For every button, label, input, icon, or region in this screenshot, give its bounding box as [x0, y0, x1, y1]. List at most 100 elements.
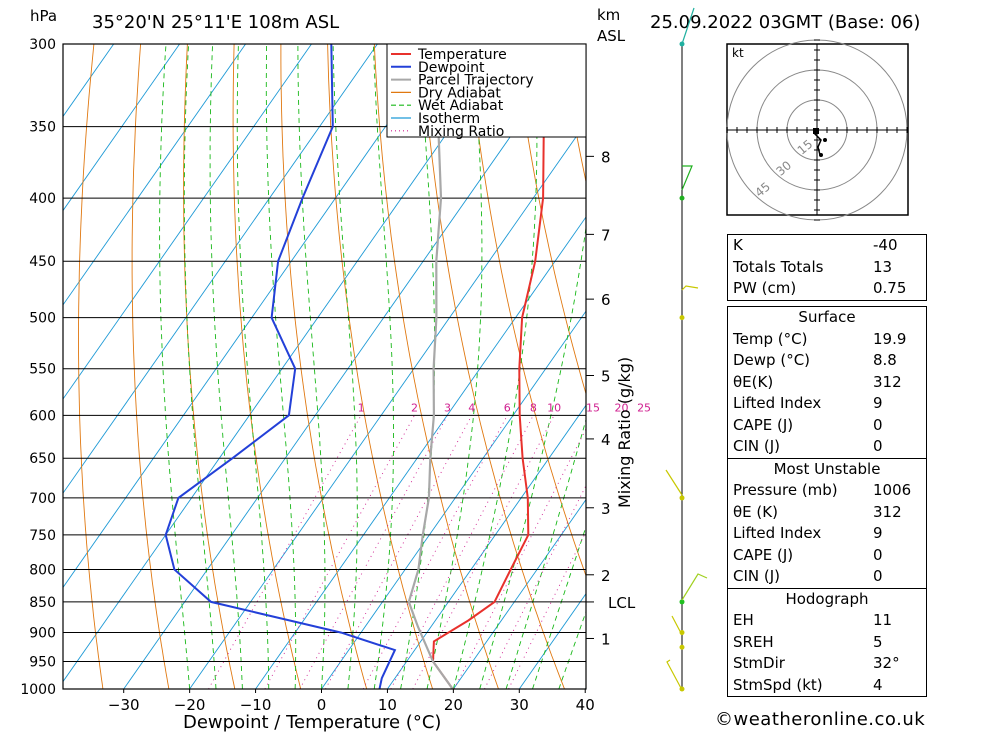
mu-theta-value: 312 [873, 502, 902, 521]
hodograph-point [819, 153, 823, 157]
most-unstable-title: Most Unstable [728, 457, 926, 481]
pressure-tick-label: 1000 [20, 682, 56, 698]
surface-cape-value: 0 [873, 415, 883, 434]
surface-temp-value: 19.9 [873, 329, 907, 348]
pressure-tick-label: 550 [29, 362, 56, 378]
hodograph-unit: kt [732, 46, 744, 60]
hodograph-origin-marker [813, 128, 819, 134]
surface-li-value: 9 [873, 394, 883, 412]
mu-pressure-value: 1006 [873, 481, 912, 499]
isotherm-line [123, 44, 576, 689]
stmdir-value: 32° [873, 654, 900, 672]
mixing-ratio-line [325, 415, 473, 689]
eh-value: 11 [873, 611, 893, 629]
wind-barb [666, 659, 683, 691]
dry-adiabat-line [131, 44, 170, 689]
x-tick-label: −10 [240, 696, 272, 714]
wet-adiabat-line [479, 224, 586, 689]
isotherm-line [63, 44, 444, 589]
height-unit-km: km [597, 6, 620, 24]
pressure-tick-label: 300 [29, 37, 56, 53]
wind-barb [681, 573, 708, 601]
hodograph-point [823, 138, 827, 142]
isotherm-line [321, 310, 586, 689]
mu-cape-label: CAPE (J) [733, 545, 794, 564]
dry-adiabat-line [982, 44, 1000, 689]
wet-adiabat-line [400, 44, 436, 689]
isotherm-line [63, 44, 115, 118]
surface-theta-label: θE(K) [733, 372, 774, 391]
surface-cin-value: 0 [873, 437, 883, 455]
surface-temp-label: Temp (°C) [733, 329, 808, 348]
km-tick-label: 7 [601, 226, 611, 244]
mu-li-label: Lifted Index [733, 524, 822, 542]
isotherm-line [387, 404, 586, 689]
mu-theta-label: θE (K) [733, 502, 778, 521]
pressure-tick-label: 800 [29, 562, 56, 578]
x-axis-label: Dewpoint / Temperature (°C) [183, 712, 441, 733]
wet-adiabat-line [452, 44, 538, 689]
mixing-ratio-line [362, 415, 508, 689]
wind-level-dot [679, 495, 685, 501]
legend-item: Dry Adiabat [418, 85, 501, 101]
sreh-value: 5 [873, 632, 883, 651]
pressure-tick-label: 650 [29, 451, 56, 467]
datetime-title: 25.09.2022 03GMT (Base: 06) [650, 12, 920, 33]
legend-item: Dewpoint [418, 60, 485, 76]
pressure-unit: hPa [30, 7, 57, 25]
copyright-credit[interactable]: ©weatheronline.co.uk [715, 709, 926, 730]
mixing-ratio-label: 25 [637, 401, 651, 414]
surface-li-label: Lifted Index [733, 394, 822, 412]
stmdir-label: StmDir [733, 654, 785, 672]
legend-item: Isotherm [418, 111, 480, 127]
pressure-tick-label: 850 [29, 595, 56, 611]
mu-li-value: 9 [873, 524, 883, 542]
wind-barb [681, 285, 699, 291]
series-dewpoint [164, 44, 397, 689]
stmspd-label: StmSpd (kt) [733, 675, 823, 694]
legend-box [386, 43, 587, 138]
wind-level-dot [679, 599, 685, 605]
wind-level-dot [679, 315, 685, 321]
isotherm-line [189, 121, 586, 689]
mixing-ratio-label: 3 [444, 401, 451, 414]
dry-adiabat-line [327, 44, 434, 689]
km-tick-label: 3 [601, 500, 611, 518]
x-tick-label: −20 [174, 696, 206, 714]
stmspd-value: 4 [873, 675, 883, 694]
indices-table: K -40 Totals Totals 13 PW (cm) 0.75 [727, 234, 927, 301]
km-tick-label: 6 [601, 291, 611, 309]
legend-item: Parcel Trajectory [418, 73, 534, 89]
legend-item: Temperature [417, 47, 507, 63]
totals-totals-label: Totals Totals [733, 257, 824, 276]
pressure-tick-label: 700 [29, 491, 56, 507]
surface-cin-label: CIN (J) [733, 437, 781, 455]
series-parcel-trajectory [407, 44, 454, 689]
pressure-tick-label: 500 [29, 311, 56, 327]
mixing-ratio-label: 2 [411, 401, 418, 414]
wet-adiabat-line [183, 44, 217, 689]
km-tick-label: 5 [601, 367, 611, 385]
pressure-tick-label: 900 [29, 626, 56, 642]
isotherm-line [63, 44, 246, 306]
k-index-label: K [733, 236, 743, 254]
wet-adiabat-line [209, 44, 243, 689]
isotherm-line [453, 498, 586, 689]
lcl-label: LCL [608, 594, 636, 612]
pressure-tick-label: 400 [29, 191, 56, 207]
surface-dewp-value: 8.8 [873, 351, 897, 369]
mu-cape-value: 0 [873, 545, 883, 564]
dry-adiabat-line [935, 44, 1000, 689]
mixing-ratio-label: 8 [530, 401, 537, 414]
pressure-tick-label: 750 [29, 528, 56, 544]
x-tick-label: 40 [576, 696, 595, 714]
wet-adiabat-line [265, 44, 297, 689]
pressure-tick-label: 350 [29, 120, 56, 136]
km-tick-label: 4 [601, 431, 611, 449]
pw-value: 0.75 [873, 279, 907, 297]
pw-label: PW (cm) [733, 279, 797, 297]
mu-pressure-label: Pressure (mb) [733, 481, 838, 499]
eh-label: EH [733, 611, 754, 629]
wind-barb [671, 615, 683, 636]
